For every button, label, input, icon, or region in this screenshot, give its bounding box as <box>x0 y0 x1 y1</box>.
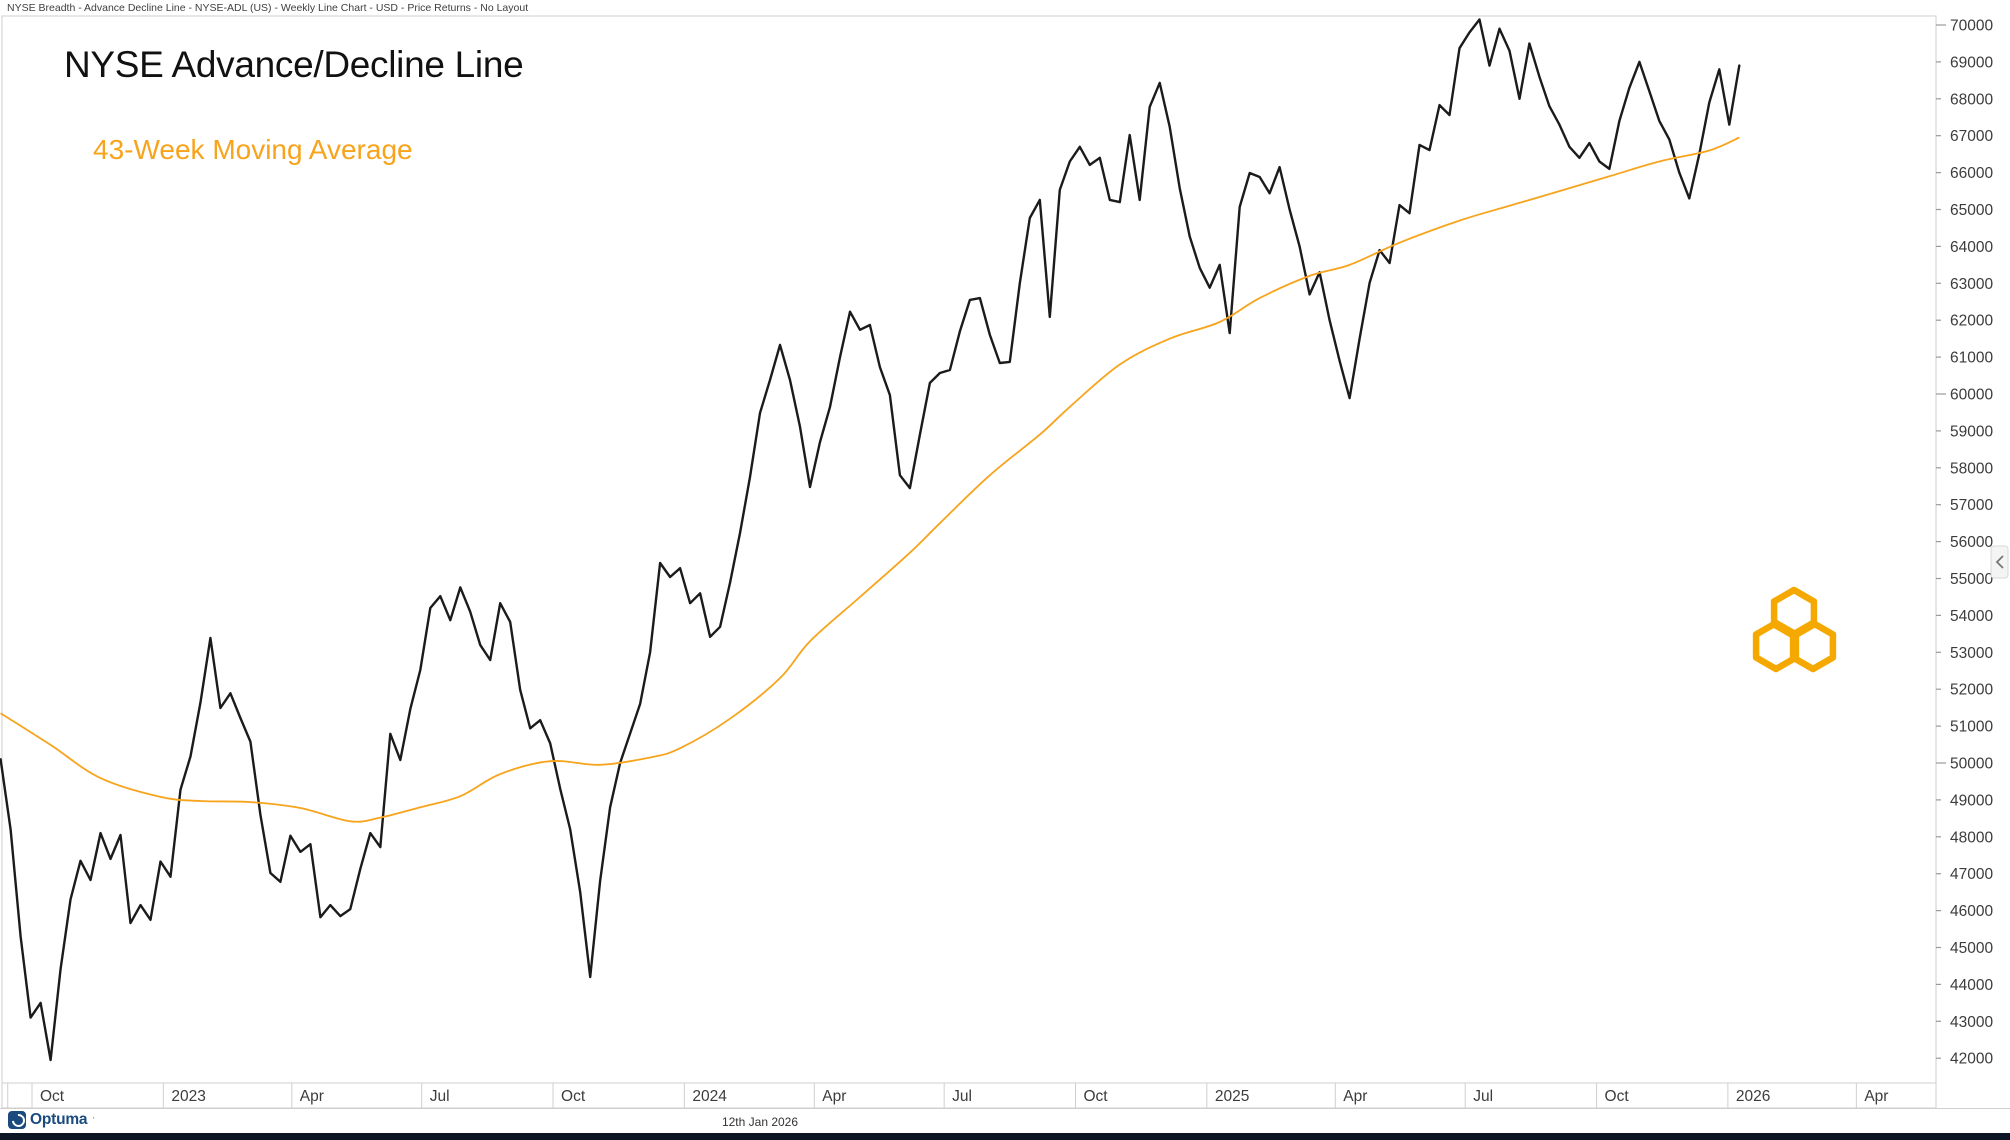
x-axis-label: 2024 <box>692 1088 727 1105</box>
x-axis-label: Apr <box>1343 1088 1367 1105</box>
adl-line <box>0 18 1741 1062</box>
y-axis-label: 52000 <box>1950 682 1993 699</box>
y-axis-label: 50000 <box>1950 756 1993 773</box>
y-axis-label: 56000 <box>1950 534 1993 551</box>
collapse-panel-button[interactable] <box>1990 545 2009 579</box>
window-title: NYSE Breadth - Advance Decline Line - NY… <box>7 2 529 14</box>
footer-bar: Optuma ʿ 12th Jan 2026 <box>0 1109 2010 1133</box>
y-axis-label: 69000 <box>1950 54 1993 71</box>
optuma-watermark-icon <box>1752 586 1837 673</box>
y-axis-label: 67000 <box>1950 128 1993 145</box>
chart-subtitle-ma-legend: 43-Week Moving Average <box>93 134 413 165</box>
watermark-hexagon <box>1789 619 1837 673</box>
y-axis-label: 55000 <box>1950 571 1993 588</box>
optuma-brand-name: Optuma <box>30 1111 88 1128</box>
x-axis: Oct 2023 Apr Jul Oct 2024 Apr Jul Oct 2025 Apr Jul O… <box>7 1083 1888 1108</box>
y-axis: 42000 43000 44000 45000 46000 47000 48000 49000… <box>1936 18 1993 1068</box>
x-axis-label: 2023 <box>171 1088 205 1105</box>
y-axis-label: 45000 <box>1950 940 1993 957</box>
y-axis-label: 48000 <box>1950 829 1993 846</box>
trademark-mark: ʿ <box>92 1115 96 1125</box>
x-axis-label: Jul <box>430 1088 450 1105</box>
y-axis-label: 63000 <box>1950 276 1993 293</box>
y-axis-label: 62000 <box>1950 313 1993 330</box>
collapse-handle-background <box>1990 545 2009 579</box>
chevron-left-icon <box>1995 555 2004 569</box>
y-axis-label: 47000 <box>1950 866 1993 883</box>
plot-border <box>1 15 1937 1084</box>
y-axis-label: 51000 <box>1950 719 1993 736</box>
optuma-brand-logo: Optuma ʿ <box>8 1111 95 1129</box>
y-axis-label: 66000 <box>1950 165 1993 182</box>
chart-title: NYSE Advance/Decline Line <box>64 44 524 85</box>
x-axis-label: Apr <box>822 1088 846 1105</box>
x-axis-label: Apr <box>1864 1088 1888 1105</box>
y-axis-label: 59000 <box>1950 423 1993 440</box>
y-axis-label: 44000 <box>1950 977 1993 994</box>
y-axis-label: 49000 <box>1950 792 1993 809</box>
x-axis-label: Apr <box>300 1088 324 1105</box>
x-axis-label: Oct <box>561 1088 586 1105</box>
y-axis-label: 70000 <box>1950 18 1993 35</box>
x-axis-label: 2025 <box>1215 1088 1249 1105</box>
y-axis-label: 57000 <box>1950 497 1993 514</box>
x-axis-label: Oct <box>1084 1088 1109 1105</box>
y-axis-label: 65000 <box>1950 202 1993 219</box>
ma-line <box>0 136 1740 823</box>
y-axis-label: 58000 <box>1950 460 1993 477</box>
optuma-logo-icon <box>8 1111 26 1129</box>
chart-date-label: 12th Jan 2026 <box>721 1115 799 1129</box>
y-axis-label: 60000 <box>1950 387 1993 404</box>
y-axis-label: 53000 <box>1950 645 1993 662</box>
y-axis-label: 68000 <box>1950 91 1993 108</box>
x-axis-label: Oct <box>40 1088 65 1105</box>
y-axis-label: 42000 <box>1950 1051 1993 1068</box>
x-axis-label: Jul <box>1473 1088 1493 1105</box>
y-axis-label: 46000 <box>1950 903 1993 920</box>
y-axis-label: 61000 <box>1950 350 1993 367</box>
x-axis-label: Jul <box>952 1088 972 1105</box>
y-axis-label: 43000 <box>1950 1014 1993 1031</box>
status-strip <box>0 1133 2010 1140</box>
x-axis-label: Oct <box>1605 1088 1630 1105</box>
y-axis-label: 54000 <box>1950 608 1993 625</box>
y-axis-label: 64000 <box>1950 239 1993 256</box>
x-axis-label: 2026 <box>1736 1088 1770 1105</box>
window-title-bar: NYSE Breadth - Advance Decline Line - NY… <box>0 0 2010 16</box>
